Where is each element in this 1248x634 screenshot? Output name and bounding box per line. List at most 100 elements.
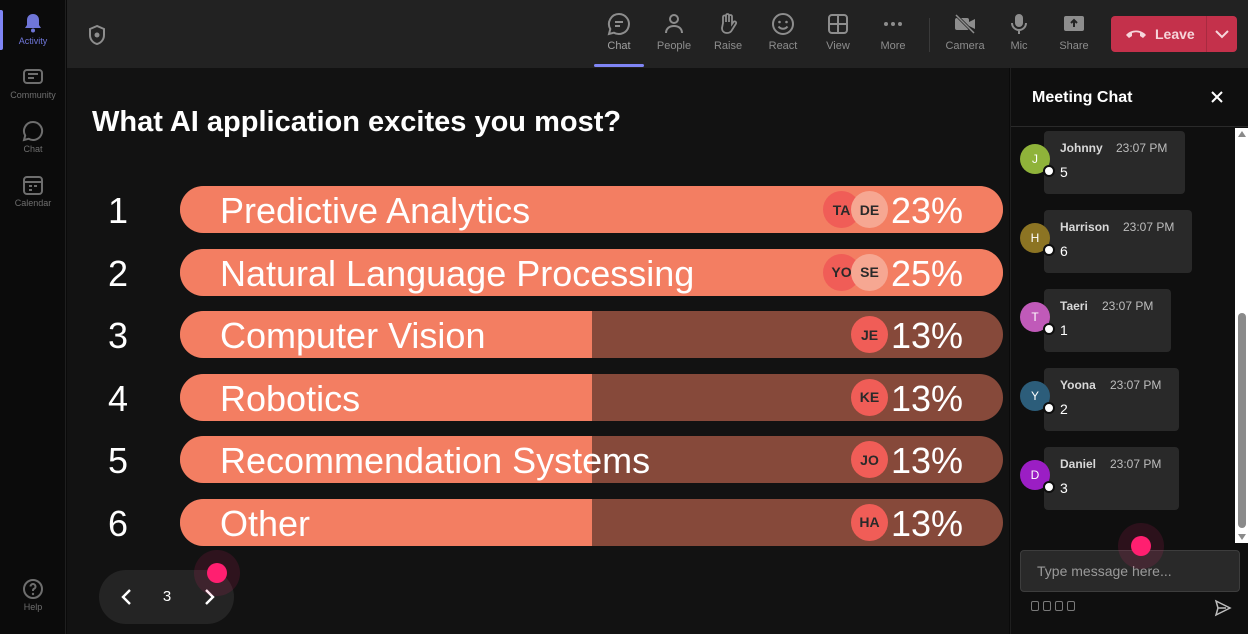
option-number: 6 bbox=[107, 502, 129, 544]
camera-button[interactable]: Camera bbox=[940, 10, 990, 60]
rail-label: Activity bbox=[18, 36, 48, 46]
option-label: Predictive Analytics bbox=[220, 190, 531, 231]
sender-name: Yoona bbox=[1060, 377, 1096, 392]
poll-option-row: 5 Recommendation Systems JO 13% bbox=[67, 436, 1009, 484]
option-bar: Computer Vision JE 13% bbox=[180, 311, 1003, 358]
voter-avatar: SE bbox=[851, 253, 888, 291]
option-bar: Other HA 13% bbox=[180, 498, 1003, 546]
chat-message: Daniel 23:07 PM 3 D bbox=[1011, 446, 1235, 511]
poll-option-row: 4 Robotics KE 13% bbox=[67, 373, 1009, 422]
chat-header: Meeting Chat bbox=[1011, 68, 1248, 127]
message-compose-box[interactable] bbox=[1020, 550, 1240, 592]
option-label: Robotics bbox=[220, 377, 361, 419]
message-input[interactable] bbox=[1021, 551, 1239, 591]
voter-avatar: JO bbox=[851, 441, 888, 478]
option-number: 4 bbox=[107, 377, 129, 419]
format-icon[interactable] bbox=[1031, 601, 1039, 611]
message-timestamp: 23:07 PM bbox=[1110, 456, 1162, 471]
gif-icon[interactable] bbox=[1067, 601, 1075, 611]
message-bubble: Daniel 23:07 PM 3 bbox=[1044, 446, 1179, 510]
chevron-right-icon[interactable] bbox=[199, 585, 219, 609]
scroll-thumb[interactable] bbox=[1238, 313, 1246, 528]
calendar-icon bbox=[23, 176, 43, 195]
option-label: Natural Language Processing bbox=[220, 252, 695, 294]
message-timestamp: 23:07 PM bbox=[1110, 377, 1162, 392]
sender-name: Taeri bbox=[1060, 298, 1088, 313]
mic-button[interactable]: Mic bbox=[994, 10, 1044, 60]
meeting-toolbar: Chat People Raise React View More Camera… bbox=[67, 0, 1248, 68]
scroll-up-icon[interactable] bbox=[1238, 131, 1246, 137]
voter-avatar: HA bbox=[851, 503, 888, 541]
chat-message: Harrison 23:07 PM 6 H bbox=[1011, 209, 1235, 274]
option-percent: 25% bbox=[890, 252, 963, 294]
view-label: View bbox=[826, 40, 850, 52]
rail-item-community[interactable]: Community bbox=[0, 58, 66, 110]
shield-icon[interactable] bbox=[87, 24, 107, 46]
chat-icon bbox=[607, 12, 630, 36]
help-icon bbox=[23, 579, 43, 599]
sender-name: Harrison bbox=[1060, 219, 1110, 234]
sender-name: Daniel bbox=[1060, 456, 1097, 471]
voter-avatar: YO bbox=[823, 253, 860, 291]
chat-messages: Johnny 23:07 PM 5 J Harrison 23:07 PM 6 H Taeri 2… bbox=[1011, 128, 1235, 543]
voter-avatar: KE bbox=[851, 378, 888, 416]
share-label: Share bbox=[1059, 40, 1089, 52]
option-bar: Natural Language Processing YO SE 25% bbox=[180, 248, 1003, 296]
chevron-down-icon[interactable] bbox=[1207, 28, 1237, 40]
message-text: 5 bbox=[1060, 164, 1068, 180]
chevron-left-icon[interactable] bbox=[117, 585, 137, 609]
presence-status-icon bbox=[1043, 401, 1055, 414]
chat-button[interactable]: Chat bbox=[594, 10, 644, 67]
people-button[interactable]: People bbox=[649, 10, 699, 60]
emoji-icon[interactable] bbox=[1055, 601, 1063, 611]
message-timestamp: 23:07 PM bbox=[1123, 219, 1175, 234]
people-icon bbox=[665, 14, 683, 34]
chat-icon bbox=[22, 120, 44, 142]
close-icon[interactable] bbox=[1209, 89, 1225, 105]
leave-divider bbox=[1206, 16, 1207, 52]
option-label: Computer Vision bbox=[220, 315, 486, 356]
view-button[interactable]: View bbox=[813, 10, 863, 60]
option-label: Recommendation Systems bbox=[220, 440, 651, 481]
voter-avatars: TA DE bbox=[823, 191, 888, 228]
send-icon[interactable] bbox=[1214, 599, 1232, 617]
poll-stage: What AI application excites you most? 1 P… bbox=[67, 68, 1009, 634]
option-bar-fill bbox=[180, 373, 592, 421]
message-timestamp: 23:07 PM bbox=[1102, 298, 1154, 313]
rail-item-activity[interactable]: Activity bbox=[0, 4, 66, 56]
mic-label: Mic bbox=[1010, 40, 1028, 52]
cursor-indicator bbox=[207, 563, 227, 583]
react-button[interactable]: React bbox=[758, 10, 808, 60]
option-label: Other bbox=[220, 502, 311, 544]
option-percent: 13% bbox=[890, 502, 963, 544]
voter-avatar: DE bbox=[851, 191, 888, 228]
rail-item-chat[interactable]: Chat bbox=[0, 112, 66, 164]
chat-scrollbar[interactable] bbox=[1235, 128, 1248, 543]
rail-item-calendar[interactable]: Calendar bbox=[0, 166, 66, 218]
option-percent: 13% bbox=[890, 440, 963, 481]
option-bar: Recommendation Systems JO 13% bbox=[180, 436, 1003, 483]
voter-avatars: YO SE bbox=[823, 253, 888, 291]
poll-option-row: 6 Other HA 13% bbox=[67, 498, 1009, 547]
presence-status-icon bbox=[1043, 243, 1055, 256]
voter-avatars: KE bbox=[851, 378, 888, 416]
share-button[interactable]: Share bbox=[1049, 10, 1099, 60]
bell-icon bbox=[25, 14, 41, 33]
attach-icon[interactable] bbox=[1043, 601, 1051, 611]
poll-option-row: 3 Computer Vision JE 13% bbox=[67, 311, 1009, 359]
voter-avatars: JE bbox=[851, 316, 888, 353]
leave-label: Leave bbox=[1155, 26, 1195, 42]
presence-status-icon bbox=[1043, 322, 1055, 335]
raise-hand-button[interactable]: Raise bbox=[703, 10, 753, 60]
chat-label: Chat bbox=[607, 40, 631, 52]
more-button[interactable]: More bbox=[868, 10, 918, 60]
grid-view-icon bbox=[828, 14, 848, 34]
rail-item-help[interactable]: Help bbox=[0, 570, 66, 622]
leave-button[interactable]: Leave bbox=[1111, 16, 1237, 52]
smiley-icon bbox=[772, 13, 794, 35]
message-bubble: Johnny 23:07 PM 5 bbox=[1044, 131, 1185, 194]
scroll-down-icon[interactable] bbox=[1238, 534, 1246, 540]
rail-label: Community bbox=[10, 90, 56, 100]
message-text: 6 bbox=[1060, 242, 1068, 259]
voter-avatars: HA bbox=[851, 503, 888, 541]
